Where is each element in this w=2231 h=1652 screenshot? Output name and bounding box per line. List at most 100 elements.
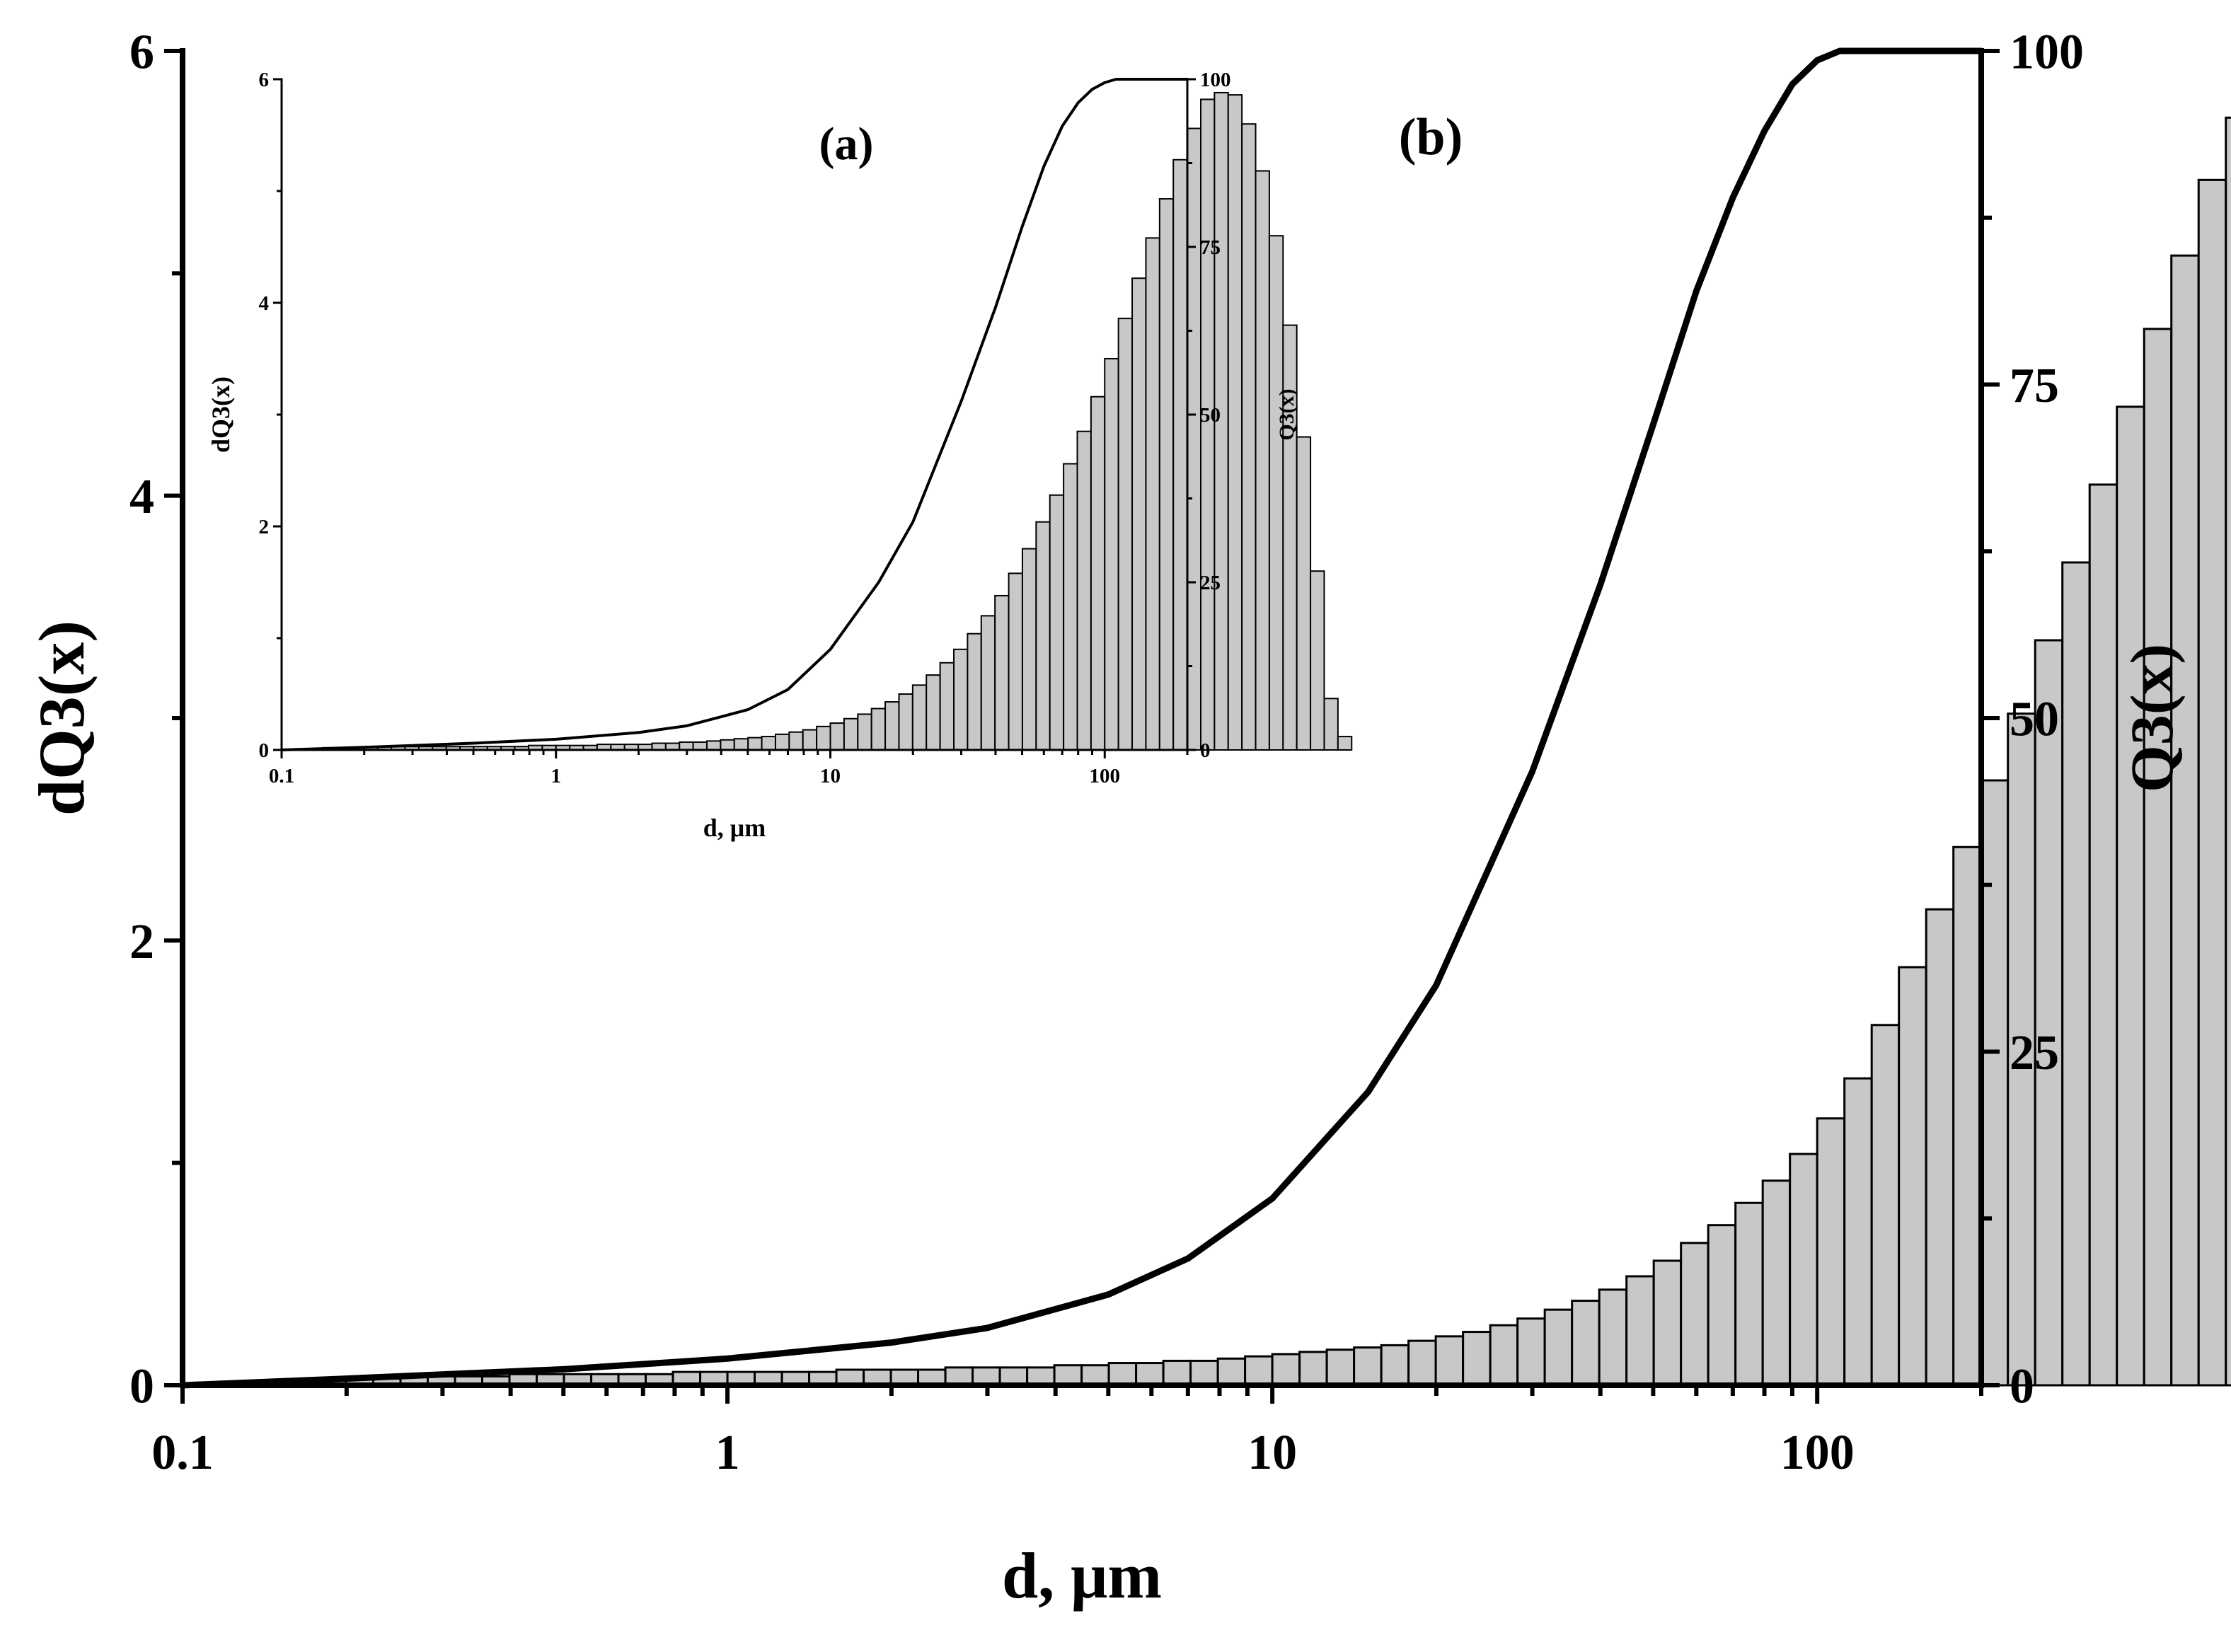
histogram-bar xyxy=(802,729,818,751)
x-tick-label: 0.1 xyxy=(269,765,294,787)
right-y-tick-label: 0 xyxy=(2010,1360,2034,1414)
histogram-bar xyxy=(1035,521,1051,751)
x-axis-title: d, μm xyxy=(703,814,766,842)
histogram-bar xyxy=(898,693,913,751)
histogram-bar xyxy=(1227,94,1243,751)
histogram-bar xyxy=(857,713,872,751)
histogram-bar xyxy=(994,594,1010,751)
histogram-bar xyxy=(2088,483,2118,1387)
right-y-tick-label: 0 xyxy=(1200,739,1211,762)
histogram-bar xyxy=(1104,358,1119,751)
left-y-tick-label: 0 xyxy=(259,739,270,762)
left-y-axis-title: dQ3(x) xyxy=(207,376,235,453)
histogram-bar xyxy=(926,674,941,751)
histogram-bar xyxy=(816,725,831,751)
histogram-bar xyxy=(843,717,859,751)
histogram-bar xyxy=(733,738,749,751)
histogram-bar xyxy=(911,684,928,751)
histogram-bar xyxy=(1131,277,1147,751)
histogram-bar xyxy=(1325,1348,1356,1387)
histogram-bar xyxy=(953,648,969,751)
histogram-bars xyxy=(209,116,2231,1387)
histogram-bar xyxy=(1925,908,1955,1387)
right-y-tick-label: 100 xyxy=(1200,69,1231,91)
right-y-tick-label: 75 xyxy=(2010,359,2059,413)
histogram-bar xyxy=(2061,561,2091,1387)
histogram-bar xyxy=(1979,779,2010,1387)
histogram-bar xyxy=(1080,1364,1110,1387)
x-tick-label: 100 xyxy=(1780,1426,1855,1480)
histogram-bar xyxy=(1107,1362,1138,1387)
histogram-bar xyxy=(1268,235,1284,751)
histogram-bar xyxy=(1172,158,1188,751)
panel-label: (b) xyxy=(1399,108,1463,166)
histogram-bar xyxy=(1053,1364,1083,1387)
left-y-tick-label: 6 xyxy=(259,69,270,91)
right-y-tick-label: 50 xyxy=(1200,404,1221,427)
histogram-bar xyxy=(1186,127,1201,751)
right-y-tick-label: 50 xyxy=(2010,693,2059,747)
histogram-bar xyxy=(1952,845,1982,1387)
left-y-axis-title: dQ3(x) xyxy=(25,620,98,816)
right-y-tick-label: 25 xyxy=(1200,572,1221,594)
histogram-bar xyxy=(1135,1362,1165,1387)
left-y-tick-label: 4 xyxy=(259,292,270,315)
x-tick-label: 1 xyxy=(715,1426,740,1480)
histogram-bar xyxy=(1843,1077,1873,1387)
histogram-bar xyxy=(1543,1308,1574,1387)
histogram-bar xyxy=(1158,198,1175,751)
histogram-bar xyxy=(1598,1288,1628,1387)
histogram-bar xyxy=(1271,1353,1301,1387)
histogram-bar xyxy=(1216,1357,1247,1387)
cumulative-q3-curve xyxy=(280,78,1189,751)
histogram-bar xyxy=(1298,1351,1328,1387)
histogram-bar xyxy=(706,740,722,751)
left-y-tick-label: 6 xyxy=(129,25,154,80)
histogram-bar xyxy=(1008,572,1023,751)
main-chart-panel-b: 0.1 1 10 100 0 2 4 6 0 25 50 75 100 d, μm dQ3(x) Q3(x) (… xyxy=(25,25,2231,1612)
histogram-bar xyxy=(1244,1355,1274,1387)
histogram-bar xyxy=(761,736,776,751)
histogram-bar xyxy=(1117,318,1134,751)
histogram-bar xyxy=(1076,430,1092,751)
histogram-bar xyxy=(1489,1324,1519,1387)
left-y-tick-label: 0 xyxy=(129,1360,154,1414)
histogram-bar xyxy=(2007,712,2036,1387)
histogram-bar xyxy=(1380,1344,1410,1387)
histogram-bar xyxy=(1734,1201,1764,1387)
histogram-bar xyxy=(829,722,845,751)
histogram-bar xyxy=(2143,328,2173,1387)
histogram-bar xyxy=(1462,1331,1492,1387)
histogram-bar xyxy=(1761,1179,1792,1387)
histogram-bar xyxy=(1049,494,1065,751)
histogram-bar xyxy=(1707,1224,1737,1387)
histogram-bar xyxy=(939,662,955,751)
histogram-bar xyxy=(1255,170,1270,751)
left-y-tick-label: 4 xyxy=(129,470,154,524)
histogram-bar xyxy=(972,1366,1001,1387)
x-tick-label: 10 xyxy=(820,765,841,787)
inset-chart-panel-a: 0.1 1 10 100 0 2 4 6 0 25 50 75 100 d, μm dQ3(x) Q3(x) (… xyxy=(207,57,1353,849)
right-y-tick-label: 100 xyxy=(2010,25,2084,80)
histogram-bar xyxy=(1162,1359,1192,1387)
left-y-tick-label: 2 xyxy=(129,915,154,969)
histogram-bar xyxy=(2170,254,2200,1387)
histogram-bar xyxy=(1323,698,1339,751)
histogram-bar xyxy=(967,633,982,751)
histogram-bar xyxy=(1652,1259,1683,1387)
histogram-bar xyxy=(2197,178,2227,1387)
right-y-axis-title: Q3(x) xyxy=(2118,644,2186,792)
histogram-bar xyxy=(1337,736,1353,751)
right-y-tick-label: 25 xyxy=(2010,1026,2059,1080)
histogram-bar xyxy=(1090,395,1106,751)
histogram-bar xyxy=(1063,463,1078,751)
left-y-tick-label: 2 xyxy=(259,516,270,538)
histogram-bars xyxy=(294,91,1353,751)
histogram-bar xyxy=(1516,1317,1546,1387)
histogram-bar xyxy=(1296,436,1312,751)
histogram-bar xyxy=(1145,237,1160,751)
histogram-bar xyxy=(720,739,735,751)
histogram-bar xyxy=(1241,123,1257,751)
histogram-bar xyxy=(980,615,996,751)
